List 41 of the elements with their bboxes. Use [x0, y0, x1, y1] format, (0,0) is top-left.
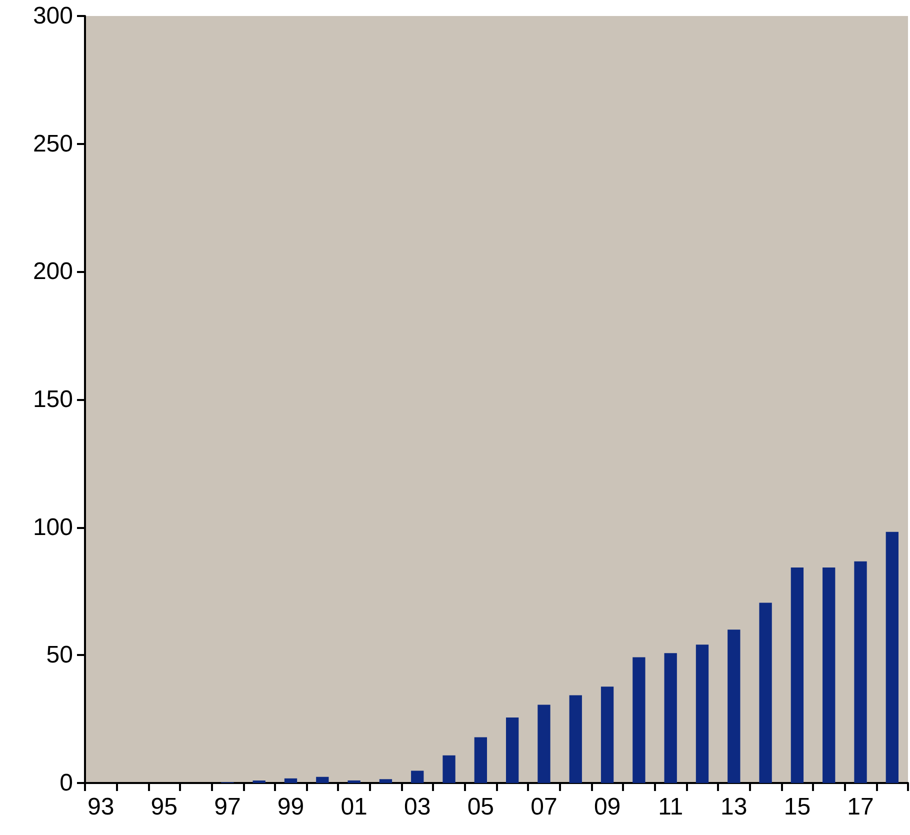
- x-tick-label: 09: [594, 794, 621, 820]
- bar: [886, 532, 899, 783]
- y-tick-label: 100: [32, 514, 73, 541]
- y-tick-label: 300: [32, 2, 73, 30]
- bar: [506, 718, 519, 783]
- bar: [442, 755, 456, 783]
- x-tick-label: 03: [404, 794, 431, 820]
- bar: [379, 779, 392, 783]
- bar: [474, 737, 488, 783]
- y-tick-label: 150: [32, 386, 73, 413]
- bar: [822, 567, 836, 783]
- x-tick-label: 05: [467, 794, 494, 820]
- x-tick-label: 11: [658, 794, 684, 820]
- x-tick-label: 07: [530, 794, 558, 820]
- bar: [664, 653, 677, 783]
- x-tick-label: 95: [150, 794, 178, 820]
- bar: [790, 567, 804, 783]
- y-tick-label: 200: [32, 258, 73, 286]
- bar: [252, 780, 266, 783]
- bar: [728, 630, 740, 783]
- bar: [284, 778, 298, 783]
- bar: [538, 704, 550, 783]
- x-tick-label: 17: [847, 794, 874, 820]
- bar: [569, 695, 582, 783]
- bar: [348, 780, 360, 783]
- y-tick-label: 50: [46, 642, 73, 669]
- x-tick-label: 01: [340, 794, 368, 820]
- x-tick-label: 93: [87, 794, 114, 820]
- x-tick-label: 97: [214, 794, 241, 820]
- x-tick-label: 13: [720, 794, 748, 820]
- bar: [854, 561, 867, 783]
- y-tick-label: 0: [60, 770, 73, 796]
- x-tick-label: 15: [784, 794, 811, 820]
- bar: [759, 602, 772, 783]
- y-tick-label: 250: [32, 130, 73, 158]
- bar: [316, 776, 329, 783]
- bar: [696, 644, 709, 783]
- x-tick-label: 99: [277, 794, 304, 820]
- bar: [411, 770, 424, 783]
- bar: [632, 657, 646, 783]
- bar: [600, 686, 614, 783]
